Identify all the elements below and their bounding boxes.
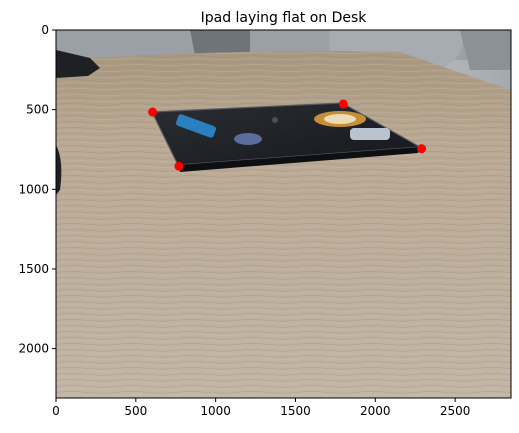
y-tick-label: 2000 (18, 342, 49, 356)
y-axis: 0 500 1000 1500 2000 (18, 23, 56, 356)
x-axis: 0 500 1000 1500 2000 2500 (52, 398, 470, 418)
x-tick-label: 1500 (280, 404, 311, 418)
scatter-points (148, 99, 427, 171)
desk-photo (56, 30, 511, 398)
y-tick-label: 1000 (18, 182, 49, 196)
x-tick-label: 1000 (200, 404, 231, 418)
x-tick-label: 0 (52, 404, 60, 418)
x-tick-label: 500 (124, 404, 147, 418)
x-tick-label: 2000 (360, 404, 391, 418)
axes-frame (55, 29, 512, 399)
chart-title: Ipad laying flat on Desk (201, 10, 368, 26)
scatter-point (417, 144, 427, 154)
scatter-point (174, 161, 184, 171)
scatter-point (338, 99, 348, 109)
y-tick-label: 500 (26, 103, 49, 117)
scatter-point (148, 107, 158, 117)
y-tick-label: 0 (41, 23, 49, 37)
x-tick-label: 2500 (440, 404, 471, 418)
y-tick-label: 1500 (18, 262, 49, 276)
